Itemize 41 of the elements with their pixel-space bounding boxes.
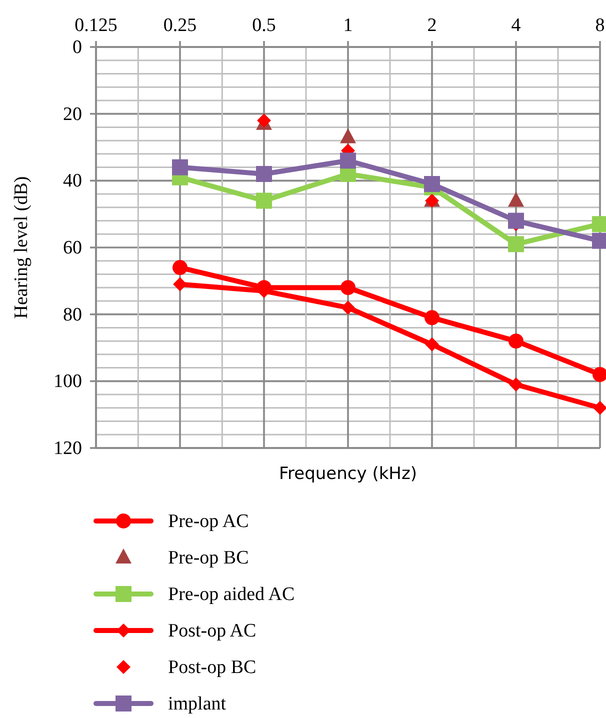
y-tick-label: 80 [63, 304, 82, 326]
x-axis-title: Frequency (kHz) [278, 464, 418, 484]
point [172, 260, 188, 276]
x-tick-label: 4 [511, 15, 522, 36]
legend-label: Post-op AC [168, 620, 256, 642]
legend-label: Pre-op AC [168, 511, 249, 532]
point [508, 334, 524, 349]
x-tick-label: 0.125 [74, 15, 118, 36]
point [424, 310, 440, 326]
point [425, 337, 439, 352]
legend-label: Pre-op aided AC [168, 584, 295, 605]
point [340, 280, 356, 296]
y-axis-title: Hearing level (dB) [11, 176, 32, 319]
point [256, 192, 272, 209]
legend-label: Post-op BC [168, 657, 256, 678]
point [341, 300, 355, 315]
y-tick-label: 40 [63, 170, 82, 192]
x-tick-label: 0.5 [252, 15, 276, 36]
y-tick-label: 0 [72, 37, 82, 58]
point [593, 400, 606, 415]
point [172, 159, 188, 176]
point [592, 366, 606, 382]
point [340, 152, 356, 169]
legend-label: Pre-op BC [168, 548, 249, 568]
x-tick-label: 0.25 [163, 15, 197, 36]
y-tick-label: 20 [63, 104, 82, 125]
point [508, 192, 524, 207]
y-tick-label: 120 [54, 438, 82, 459]
point [173, 277, 187, 292]
point [509, 378, 523, 392]
y-tick-label: 60 [63, 238, 82, 258]
point [508, 212, 524, 229]
point [340, 128, 356, 144]
point [256, 166, 272, 182]
y-tick-label: 100 [54, 371, 82, 392]
point [424, 176, 440, 192]
legend-label: implant [168, 694, 227, 714]
x-tick-label: 8 [595, 15, 605, 36]
x-tick-label: 2 [427, 15, 437, 36]
x-tick-label: 1 [343, 15, 353, 36]
point [508, 236, 524, 252]
